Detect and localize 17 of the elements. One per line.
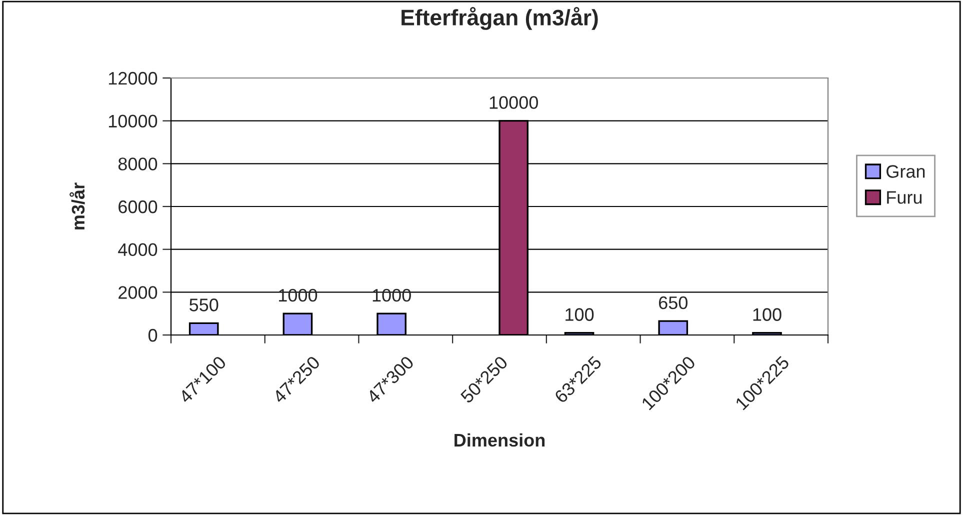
legend-label: Gran <box>886 165 925 178</box>
y-tick-label: 4000 <box>118 243 158 256</box>
data-label: 650 <box>658 296 688 310</box>
y-axis-title: m3/år <box>70 182 85 230</box>
data-label: 100 <box>566 308 594 321</box>
y-tick-label: 6000 <box>118 200 158 214</box>
y-tick-label: 8000 <box>118 158 158 170</box>
legend-label: Furu <box>887 191 922 204</box>
y-tick-label: 2000 <box>118 286 158 299</box>
data-label: 100 <box>753 308 782 321</box>
chart-title: Efterfrågan (m3/år) <box>402 6 598 30</box>
y-tick-label: 10000 <box>108 114 158 128</box>
data-label: 10000 <box>490 96 538 109</box>
x-axis-title: Dimension <box>454 433 545 447</box>
y-tick-label: 0 <box>148 328 158 342</box>
data-label: 550 <box>190 298 218 312</box>
y-tick-label: 12000 <box>108 72 158 85</box>
